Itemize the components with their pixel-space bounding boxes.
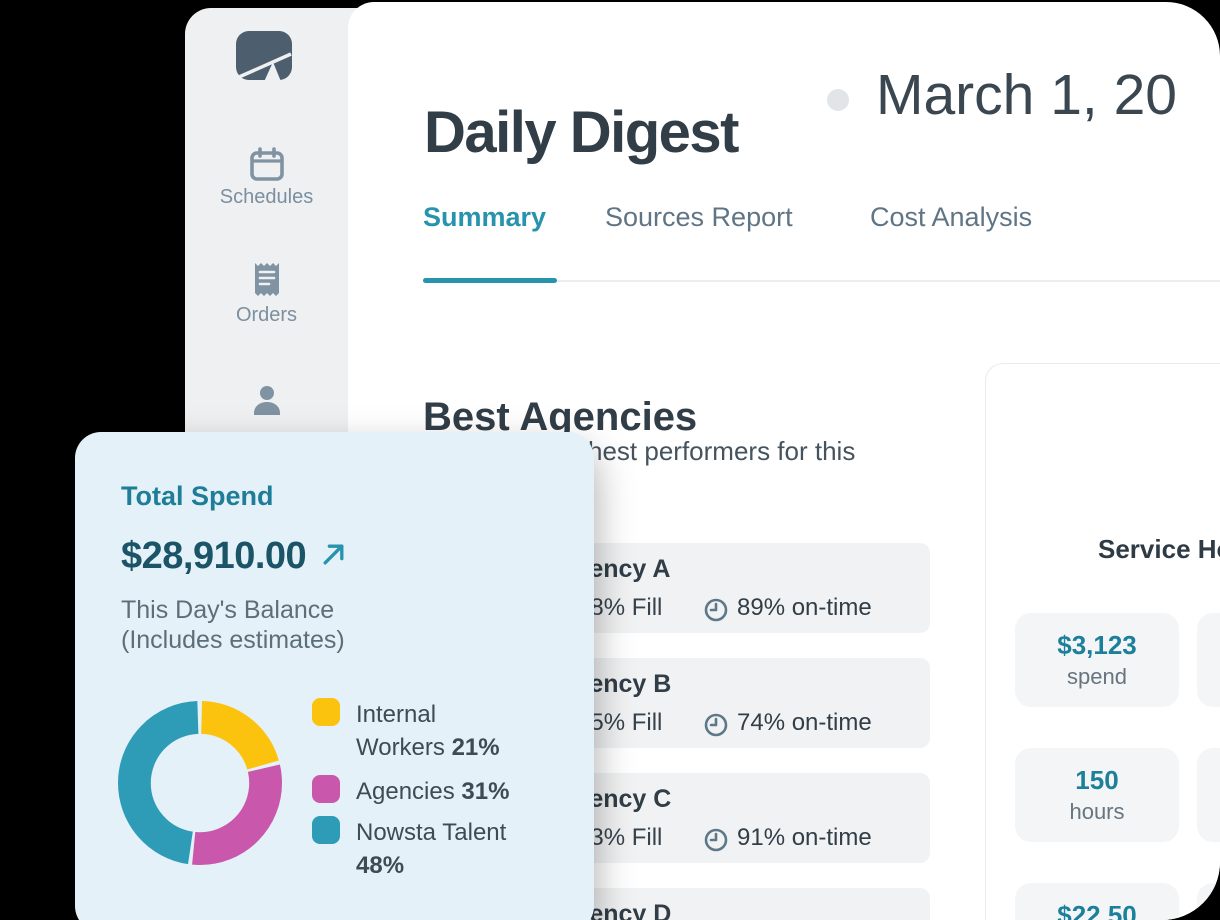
stat-value: $3,123	[1057, 630, 1137, 660]
total-spend-title: Total Spend	[121, 481, 274, 511]
external-arrow-icon[interactable]	[320, 541, 347, 573]
total-spend-amount-row: $28,910.00	[121, 535, 347, 578]
service-hours-card: Service Hours $3,123 spend 150 hours $22…	[985, 363, 1220, 920]
sidebar-item-orders[interactable]: Orders	[235, 304, 298, 326]
legend-item-agencies: Agencies 31%	[312, 775, 528, 808]
legend-chip-yellow	[312, 698, 340, 726]
stat-label: spend	[1067, 664, 1127, 689]
balance-line2: (Includes estimates)	[121, 626, 345, 654]
sidebar-item-schedules[interactable]: Schedules	[219, 186, 314, 208]
balance-caption: This Day's Balance (Includes estimates)	[121, 595, 345, 655]
calendar-icon[interactable]	[185, 146, 348, 189]
legend-label: Internal Workers 21%	[356, 701, 500, 761]
person-icon[interactable]	[185, 382, 348, 427]
tab-track	[423, 280, 1220, 282]
clock-icon	[703, 827, 729, 858]
total-spend-card: Total Spend $28,910.00 This Day's Balanc…	[75, 432, 594, 920]
legend-chip-pink	[312, 775, 340, 803]
agency-ontime-rate: 74% on-time	[737, 709, 872, 736]
clock-icon	[703, 597, 729, 628]
legend-label: Nowsta Talent 48%	[356, 819, 507, 879]
stat-tile-hours: 150 hours	[1015, 748, 1179, 842]
tab-sources-report[interactable]: Sources Report	[605, 202, 793, 232]
best-agencies-subtitle: hest performers for this	[588, 436, 856, 466]
service-hours-title: Service Hours	[1098, 534, 1220, 564]
balance-line1: This Day's Balance	[121, 596, 335, 624]
agency-ontime-rate: 91% on-time	[737, 824, 872, 851]
title-separator-dot	[827, 89, 849, 111]
stat-tile	[1197, 883, 1220, 920]
stat-value: $22.50	[1057, 900, 1137, 920]
total-spend-amount: $28,910.00	[121, 535, 307, 577]
stat-tile	[1197, 613, 1220, 707]
stat-value: 150	[1075, 765, 1119, 795]
tab-summary[interactable]: Summary	[423, 202, 547, 232]
donut-slice-nowsta-talent	[118, 701, 282, 865]
legend-label: Agencies 31%	[356, 778, 510, 805]
best-agencies-heading: Best Agencies	[423, 395, 698, 440]
stat-tile-spend: $3,123 spend	[1015, 613, 1179, 707]
agency-ontime-rate: 89% on-time	[737, 594, 872, 621]
receipt-icon[interactable]	[185, 260, 348, 305]
spend-donut-chart	[118, 701, 282, 870]
active-tab-indicator	[423, 278, 557, 283]
legend-item-internal-workers: Internal Workers 21%	[312, 698, 528, 764]
legend-item-nowsta-talent: Nowsta Talent 48%	[312, 816, 528, 882]
page-date: March 1, 20	[876, 63, 1177, 127]
nowsta-logo-icon[interactable]	[235, 30, 293, 86]
tab-cost-analysis[interactable]: Cost Analysis	[870, 202, 1033, 232]
donut-slice-agencies	[118, 701, 282, 865]
clock-icon	[703, 712, 729, 743]
page-title: Daily Digest	[424, 99, 740, 165]
stat-tile-rate: $22.50	[1015, 883, 1179, 920]
stat-tile	[1197, 748, 1220, 842]
stat-label: hours	[1069, 799, 1125, 824]
legend-chip-teal	[312, 816, 340, 844]
